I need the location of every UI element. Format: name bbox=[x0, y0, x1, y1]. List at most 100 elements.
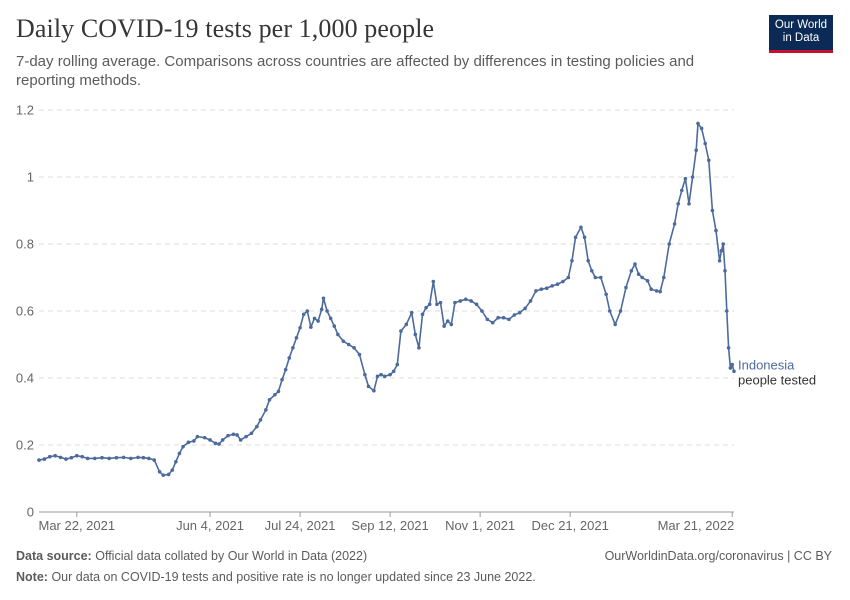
data-point bbox=[544, 286, 549, 291]
owid-logo[interactable]: Our World in Data bbox=[769, 15, 833, 53]
x-tick-label: Sep 12, 2021 bbox=[351, 518, 428, 533]
data-point bbox=[305, 309, 310, 313]
data-point bbox=[152, 458, 157, 462]
data-point bbox=[301, 312, 306, 317]
data-point bbox=[391, 369, 396, 374]
data-point bbox=[174, 459, 178, 464]
data-point bbox=[267, 397, 272, 402]
data-point bbox=[480, 309, 484, 313]
data-point bbox=[703, 141, 707, 146]
data-point bbox=[352, 346, 356, 350]
data-point bbox=[645, 279, 650, 283]
data-point bbox=[435, 302, 439, 307]
data-point bbox=[706, 158, 711, 163]
data-point bbox=[37, 458, 41, 462]
y-tick-label: 1.2 bbox=[16, 103, 34, 118]
data-point bbox=[235, 433, 239, 437]
data-point bbox=[136, 455, 140, 460]
data-point bbox=[690, 175, 695, 179]
data-point bbox=[177, 451, 182, 456]
data-point bbox=[424, 305, 428, 310]
data-point bbox=[64, 457, 68, 461]
data-point bbox=[399, 329, 403, 333]
x-tick-label: Dec 21, 2021 bbox=[531, 518, 608, 533]
data-point bbox=[312, 316, 317, 321]
y-axis: 0 0.2 0.4 0.6 0.8 1 1.2 bbox=[16, 103, 34, 520]
data-point bbox=[463, 297, 468, 302]
logo-line-1: Our World bbox=[774, 19, 828, 31]
data-point bbox=[249, 431, 254, 436]
source-link[interactable]: OurWorldinData.org/coronavirus bbox=[604, 549, 784, 563]
data-point bbox=[58, 455, 63, 460]
data-source: Data source: Official data collated by O… bbox=[16, 549, 367, 563]
data-source-text: Official data collated by Our World in D… bbox=[95, 549, 368, 563]
x-tick-label: Mar 22, 2021 bbox=[39, 518, 116, 533]
data-point bbox=[604, 292, 608, 297]
data-point bbox=[566, 275, 571, 280]
data-point bbox=[404, 322, 409, 327]
data-point bbox=[490, 320, 495, 325]
data-point bbox=[445, 319, 450, 323]
data-point bbox=[147, 456, 151, 461]
series-line-indonesia bbox=[38, 122, 735, 476]
y-tick-label: 0.2 bbox=[16, 438, 34, 453]
data-point bbox=[231, 432, 236, 437]
data-point bbox=[501, 315, 506, 320]
data-point bbox=[633, 262, 637, 266]
data-point bbox=[528, 299, 533, 303]
series-sublabel: people tested bbox=[738, 372, 816, 387]
data-point bbox=[607, 309, 612, 313]
data-point bbox=[53, 453, 58, 458]
data-point bbox=[213, 441, 218, 446]
data-point bbox=[363, 372, 367, 377]
data-source-label: Data source: bbox=[16, 549, 92, 563]
chart-title: Daily COVID-19 tests per 1,000 people bbox=[16, 14, 435, 43]
data-point bbox=[598, 275, 603, 280]
data-point bbox=[220, 438, 225, 442]
data-point bbox=[710, 208, 715, 213]
footer-note: Note: Our data on COVID-19 tests and pos… bbox=[16, 570, 536, 584]
data-point bbox=[186, 440, 191, 445]
data-point bbox=[417, 346, 421, 350]
data-point bbox=[732, 369, 736, 374]
data-point bbox=[192, 439, 196, 443]
data-point bbox=[721, 242, 725, 246]
data-point bbox=[238, 438, 243, 442]
x-tick-label: Jul 24, 2021 bbox=[265, 518, 336, 533]
license-link[interactable]: CC BY bbox=[793, 549, 832, 563]
data-point bbox=[589, 269, 594, 273]
data-point bbox=[431, 279, 436, 284]
data-point bbox=[613, 322, 617, 327]
data-point bbox=[332, 324, 337, 328]
data-point bbox=[679, 188, 684, 193]
data-point bbox=[512, 313, 517, 317]
data-point bbox=[586, 258, 590, 263]
data-point bbox=[328, 316, 333, 321]
data-point bbox=[244, 434, 248, 439]
data-point bbox=[726, 346, 731, 350]
data-point bbox=[427, 302, 432, 307]
data-point bbox=[341, 339, 346, 343]
data-point bbox=[309, 325, 313, 329]
data-point bbox=[658, 289, 662, 294]
data-point bbox=[534, 289, 538, 293]
series-layer bbox=[37, 121, 736, 477]
data-point bbox=[170, 468, 175, 472]
data-point bbox=[121, 455, 126, 460]
data-point bbox=[69, 455, 74, 460]
data-point bbox=[618, 309, 623, 313]
data-point bbox=[202, 435, 207, 440]
data-point bbox=[283, 367, 288, 372]
data-point bbox=[593, 275, 598, 280]
data-point bbox=[107, 456, 112, 461]
data-point bbox=[539, 287, 544, 292]
data-point bbox=[366, 384, 371, 389]
y-tick-label: 1 bbox=[27, 170, 34, 185]
data-point bbox=[409, 310, 414, 315]
data-point bbox=[573, 235, 578, 240]
data-point bbox=[129, 456, 133, 461]
data-point bbox=[208, 438, 212, 442]
data-point bbox=[291, 346, 295, 350]
data-point bbox=[379, 372, 383, 377]
